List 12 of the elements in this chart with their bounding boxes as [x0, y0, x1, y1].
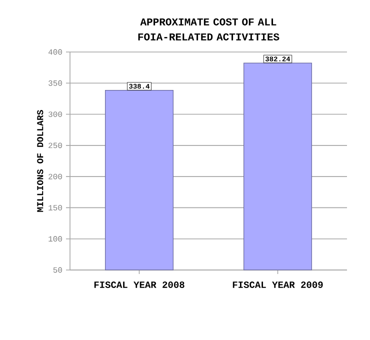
y-axis-title: MILLIONS OF DOLLARS	[37, 110, 44, 212]
y-tick-label: 400	[48, 49, 62, 55]
y-tick-label: 50	[53, 267, 62, 273]
y-tick-label: 350	[48, 80, 62, 86]
y-tick-label: 300	[48, 112, 62, 117]
x-tick-label: FISCAL YEAR 2008	[94, 282, 184, 288]
y-tick-label: 150	[48, 204, 62, 210]
x-tick-label: FISCAL YEAR 2009	[232, 282, 323, 288]
y-tick-label: 100	[48, 236, 62, 242]
chart-title: APPROXIMATE COST OF ALL FOIA-RELATED ACTIVITIES	[138, 18, 280, 40]
y-tick-label: 250	[48, 142, 62, 148]
y-tick-label: 200	[48, 174, 62, 180]
